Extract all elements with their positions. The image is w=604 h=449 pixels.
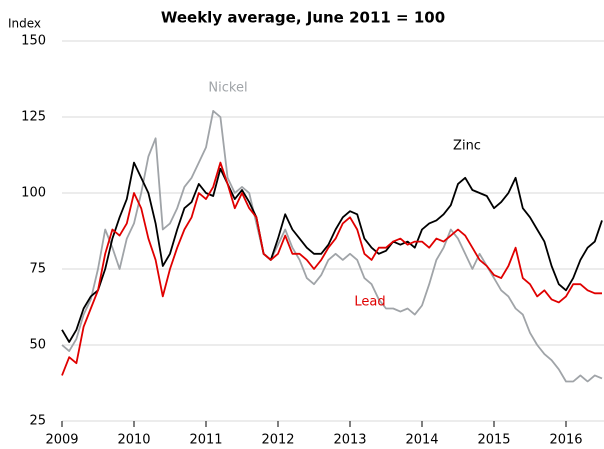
y-tick-label: 100 [21, 186, 46, 201]
series-label: Nickel [208, 81, 247, 96]
x-tick-label: 2012 [261, 433, 294, 448]
x-tick-label: 2016 [549, 433, 582, 448]
line-series [61, 110, 603, 383]
x-tick-label: 2014 [405, 433, 438, 448]
line-series [61, 161, 603, 343]
x-tick-label: 2009 [45, 433, 78, 448]
y-tick-label: 25 [29, 414, 46, 429]
y-tick-label: 125 [21, 110, 46, 125]
series-label: Zinc [453, 139, 481, 154]
x-tick-label: 2013 [333, 433, 366, 448]
y-tick-label: 50 [29, 338, 46, 353]
x-tick-label: 2011 [189, 433, 222, 448]
y-tick-label: 150 [21, 34, 46, 49]
x-tick-label: 2015 [477, 433, 510, 448]
chart-title: Weekly average, June 2011 = 100 [161, 9, 445, 27]
y-axis-label: Index [8, 17, 41, 31]
line-series [61, 161, 602, 376]
y-tick-label: 75 [29, 262, 46, 277]
x-tick-label: 2010 [117, 433, 150, 448]
series-label: Lead [354, 295, 385, 310]
